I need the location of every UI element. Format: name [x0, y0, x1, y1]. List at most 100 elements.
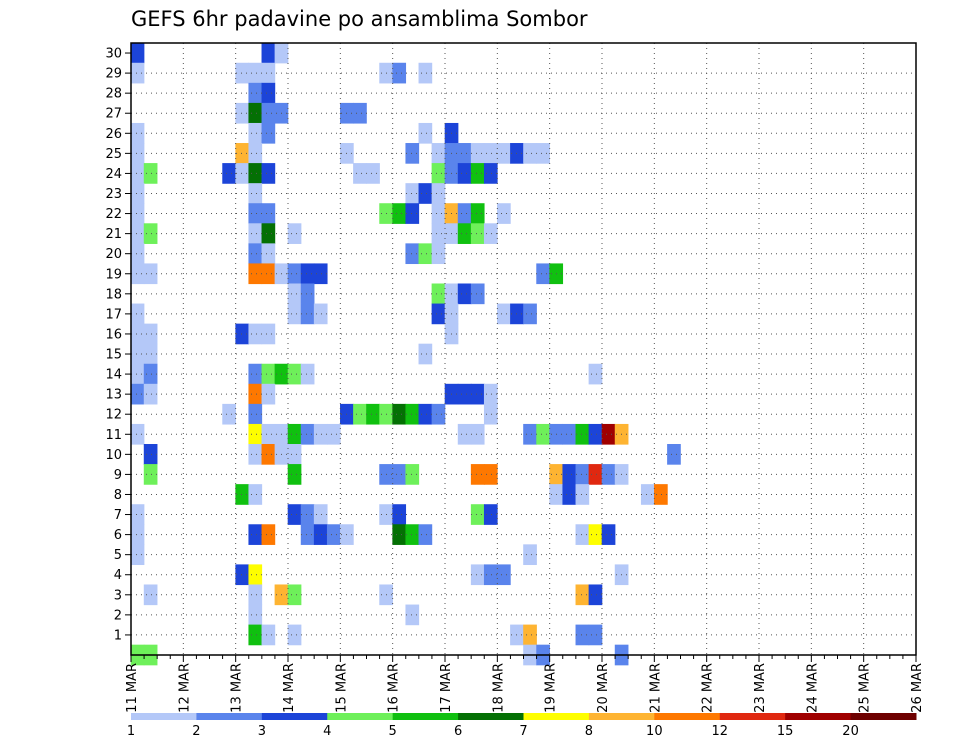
precip-cell [261, 323, 276, 345]
y-tick-label: 27 [105, 107, 122, 122]
precip-cell [575, 423, 590, 445]
colorbar-label: 3 [258, 724, 266, 739]
precip-cell [300, 423, 315, 445]
x-tick-label: 15 MAR [334, 663, 349, 713]
precip-cell [261, 263, 276, 285]
precip-cell [366, 403, 380, 425]
colorbar-label: 1 [127, 724, 135, 739]
precip-cell [130, 62, 145, 84]
x-tick-label: 11 MAR [125, 663, 140, 713]
precip-cell [261, 203, 276, 224]
precip-cell [418, 403, 433, 425]
precip-cell [326, 524, 341, 545]
precip-cell [483, 163, 498, 184]
precip-cell [562, 484, 577, 505]
precip-cell [300, 283, 315, 305]
y-tick-label: 26 [105, 127, 122, 142]
precip-cell [575, 584, 590, 606]
colorbar-swatch [131, 713, 197, 720]
precip-cell [562, 423, 577, 445]
precip-cell [353, 403, 367, 425]
precip-cell [130, 223, 145, 244]
colorbar: 1 2 3 4 5 6 7 8 10 12 15 20 [127, 713, 917, 739]
colorbar-swatch [719, 713, 786, 720]
precip-cell [261, 383, 276, 405]
precip-cell [575, 624, 590, 646]
precip-cell [431, 223, 446, 244]
y-tick-label: 1 [114, 628, 122, 643]
colorbar-label: 7 [519, 724, 527, 739]
x-tick-label: 20 MAR [596, 663, 611, 713]
colorbar-label: 10 [646, 724, 663, 739]
precip-cell [130, 203, 145, 224]
chart-title: GEFS 6hr padavine po ansamblima Sombor [131, 7, 588, 31]
x-tick-label: 18 MAR [491, 663, 506, 713]
precip-cell [431, 403, 446, 425]
precip-cell [483, 564, 498, 586]
y-tick-label: 29 [105, 67, 122, 82]
precip-cell [143, 363, 158, 385]
y-tick-label: 12 [105, 408, 122, 423]
precip-cell [601, 464, 616, 485]
precip-cell [405, 403, 420, 425]
precip-cell [130, 143, 145, 164]
precip-cell [431, 203, 446, 224]
precip-cell [130, 383, 145, 405]
precip-cell [431, 143, 446, 164]
precip-cell [248, 383, 263, 405]
precip-cell [248, 484, 263, 505]
precip-cell [418, 62, 433, 84]
precip-cell [248, 444, 263, 465]
precip-cell [130, 363, 145, 385]
precip-cell [470, 464, 485, 485]
precip-cell [130, 243, 145, 265]
precip-cell [248, 524, 263, 545]
precip-cell [366, 163, 380, 184]
precip-cell [313, 423, 328, 445]
precip-cell [143, 584, 158, 606]
colorbar-label: 20 [842, 724, 859, 739]
precip-cell [248, 243, 263, 265]
precip-cell [235, 323, 250, 345]
precip-cell [248, 183, 263, 204]
colorbar-label: 12 [711, 724, 728, 739]
colorbar-label: 4 [323, 724, 331, 739]
precip-cell [523, 143, 537, 164]
y-tick-label: 24 [105, 167, 122, 182]
precip-cell [248, 82, 263, 104]
precip-cell [457, 143, 472, 164]
precip-cell [457, 383, 472, 405]
precip-cell [287, 303, 302, 325]
precip-cell [523, 303, 537, 325]
precip-cell [248, 403, 263, 425]
precip-cell [248, 423, 263, 445]
precip-cell [261, 122, 276, 144]
precip-cell [248, 323, 263, 345]
precip-cell [640, 484, 655, 505]
precip-cell [470, 423, 485, 445]
precip-cell [523, 624, 537, 646]
precip-cell [470, 283, 485, 305]
precip-cell [483, 143, 498, 164]
precip-cell [405, 464, 420, 485]
precip-cell [248, 143, 263, 164]
precip-cell [300, 524, 315, 545]
precip-cell [130, 504, 145, 525]
colorbar-swatch [261, 713, 328, 720]
colorbar-swatch [785, 713, 852, 720]
precip-cell [248, 564, 263, 586]
colorbar-label: 15 [777, 724, 794, 739]
precip-cell [601, 524, 616, 545]
precip-cell [274, 42, 289, 64]
precip-cell [248, 163, 263, 184]
y-tick-label: 6 [114, 528, 122, 543]
precip-cell [536, 263, 550, 285]
precip-cell [130, 544, 145, 566]
precip-cell [392, 524, 407, 545]
precip-cell [470, 564, 485, 586]
precip-cell [143, 223, 158, 244]
y-tick-label: 30 [105, 47, 122, 62]
precip-cell [588, 423, 603, 445]
precip-cell [405, 183, 420, 204]
